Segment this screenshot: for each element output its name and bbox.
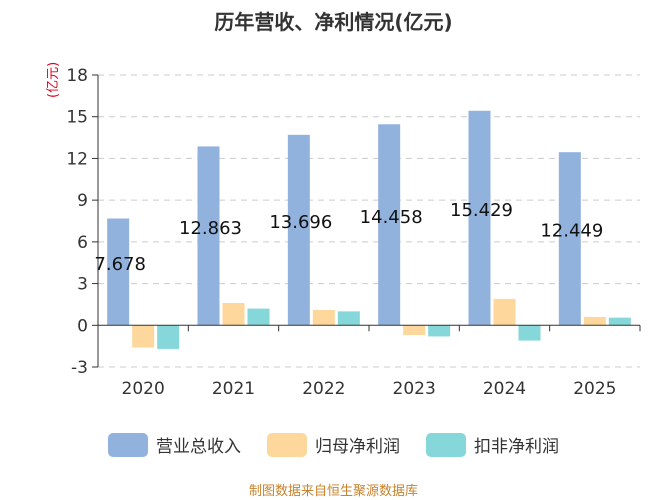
legend-label: 营业总收入 [156,437,241,457]
bar-3-2022 [337,311,360,326]
bar-1-2022 [287,134,310,326]
bar-3-2020 [157,325,180,349]
data-label: 14.458 [360,207,423,228]
legend-swatch [267,432,307,457]
legend-label: 扣非净利润 [474,437,559,457]
data-label: 7.678 [94,254,146,275]
bar-1-2020 [107,218,130,326]
legend-swatch [426,432,466,457]
legend-swatch [108,432,148,457]
y-tick-label: 0 [77,316,88,336]
y-tick-label: 15 [66,108,88,128]
x-tick-label: 2024 [483,379,526,399]
bar-2-2023 [403,325,426,336]
legend-item-1[interactable]: 营业总收入 [108,432,241,457]
x-tick-label: 2022 [302,379,345,399]
y-tick-label: 18 [66,66,88,86]
legend-item-3[interactable]: 扣非净利润 [426,432,559,457]
bar-3-2021 [247,308,270,326]
y-tick-label: -3 [71,358,88,378]
bar-1-2025 [558,152,581,326]
bar-2-2020 [132,325,155,348]
x-tick-label: 2023 [393,379,436,399]
legend: 营业总收入 归母净利润 扣非净利润 [0,432,667,457]
x-tick-label: 2025 [573,379,616,399]
bar-3-2024 [518,325,541,341]
bar-3-2025 [608,317,631,326]
y-tick-label: 12 [66,149,88,169]
bar-2-2024 [493,298,516,326]
bar-2-2021 [222,303,245,326]
legend-item-2[interactable]: 归母净利润 [267,432,400,457]
bar-2-2025 [583,316,606,326]
legend-label: 归母净利润 [315,437,400,457]
y-tick-label: 9 [77,191,88,211]
data-label: 15.429 [450,200,513,221]
x-tick-label: 2021 [212,379,255,399]
bar-3-2023 [428,325,451,337]
chart-title: 历年营收、净利情况(亿元) [214,10,453,34]
y-tick-label: 3 [77,275,88,295]
bar-1-2024 [468,110,491,326]
source-note: 制图数据来自恒生聚源数据库 [248,484,418,499]
x-tick-label: 2020 [122,379,165,399]
data-label: 12.449 [540,221,603,242]
data-label: 13.696 [269,212,332,233]
chart-plot: 18 15 12 9 6 3 0 -3 2020 7.678 2021 12.863 2022 13.69… [66,66,641,399]
bar-2-2022 [312,309,335,326]
bar-1-2021 [197,146,220,326]
y-tick-label: 6 [77,233,88,253]
data-label: 12.863 [179,218,242,239]
bar-1-2023 [378,124,401,326]
